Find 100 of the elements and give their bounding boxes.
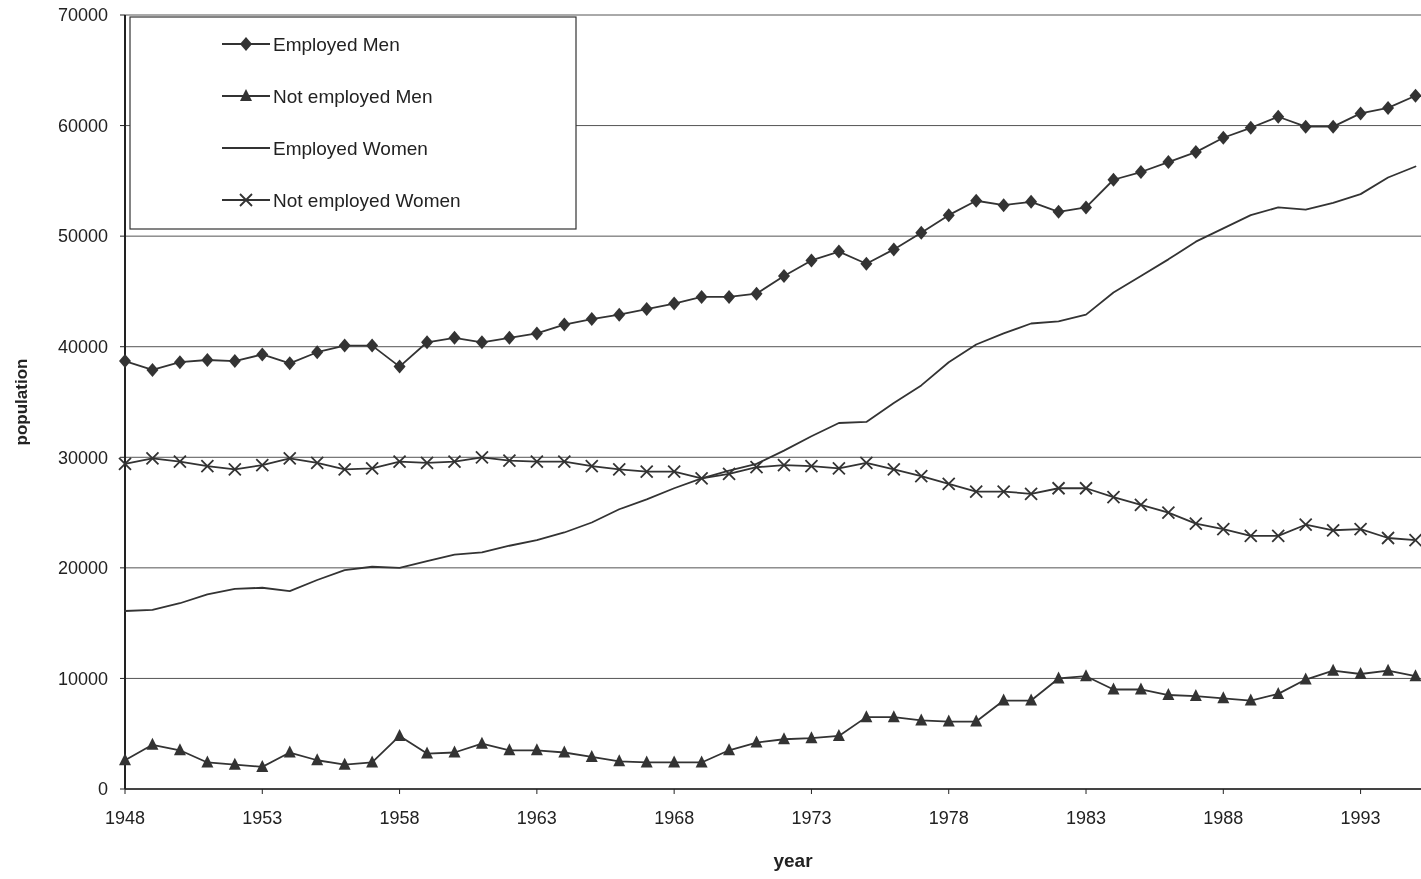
point xyxy=(1162,688,1175,701)
point xyxy=(1272,686,1285,699)
point xyxy=(255,458,270,472)
point xyxy=(338,338,351,353)
point xyxy=(887,242,900,257)
point xyxy=(915,225,928,240)
point xyxy=(1162,155,1175,170)
point xyxy=(1134,682,1147,695)
point xyxy=(201,352,214,367)
point xyxy=(1353,522,1368,537)
point xyxy=(557,454,572,469)
point xyxy=(805,731,818,744)
point xyxy=(503,330,516,345)
point xyxy=(227,462,242,477)
point xyxy=(420,455,434,470)
y-tick-label: 50000 xyxy=(57,226,108,247)
point xyxy=(804,459,819,474)
point xyxy=(695,755,708,768)
point xyxy=(1051,481,1066,496)
point xyxy=(530,743,543,756)
point xyxy=(503,743,516,756)
point xyxy=(1409,88,1421,103)
point xyxy=(558,745,571,758)
point xyxy=(1244,693,1257,706)
y-tick-label: 10000 xyxy=(57,668,108,689)
point xyxy=(448,745,461,758)
point xyxy=(640,755,653,768)
point xyxy=(366,338,379,353)
point xyxy=(1382,100,1395,115)
y-tick-label: 30000 xyxy=(57,447,108,468)
point xyxy=(997,198,1010,213)
point xyxy=(529,454,544,469)
legend-label: Employed Men xyxy=(273,33,400,55)
point xyxy=(915,713,928,726)
point xyxy=(1299,672,1312,685)
point xyxy=(1189,145,1202,160)
y-tick-label: 0 xyxy=(97,779,108,800)
line-series xyxy=(124,165,1417,612)
point xyxy=(201,755,214,768)
point xyxy=(942,714,955,727)
point xyxy=(421,746,434,759)
point xyxy=(173,454,187,469)
point xyxy=(1354,106,1367,121)
point xyxy=(613,754,626,767)
point xyxy=(1161,505,1176,520)
point xyxy=(447,454,462,469)
point xyxy=(393,728,406,741)
point xyxy=(1243,528,1258,543)
point xyxy=(1188,516,1203,531)
point xyxy=(173,743,186,756)
point xyxy=(256,347,269,362)
point xyxy=(145,451,160,466)
point xyxy=(393,359,406,374)
point xyxy=(694,471,709,486)
point xyxy=(1408,533,1421,548)
point xyxy=(1106,490,1121,504)
x-tick-label: 1963 xyxy=(516,808,557,828)
x-tick-label: 1993 xyxy=(1340,808,1381,828)
point xyxy=(667,464,682,479)
point xyxy=(337,462,352,477)
point xyxy=(1327,119,1340,134)
point xyxy=(1217,130,1230,145)
point xyxy=(311,753,324,766)
point xyxy=(1271,528,1286,543)
x-tick-label: 1958 xyxy=(379,808,420,828)
point xyxy=(1217,691,1230,704)
point xyxy=(1299,119,1312,134)
x-tick-label: 1983 xyxy=(1065,808,1107,828)
point xyxy=(860,710,873,723)
point xyxy=(1298,517,1313,532)
point xyxy=(1080,669,1093,682)
point xyxy=(640,302,653,317)
legend-label: Not employed Women xyxy=(273,189,461,211)
point xyxy=(777,458,791,472)
point xyxy=(1244,120,1257,135)
point xyxy=(805,253,818,268)
point xyxy=(695,289,708,304)
point xyxy=(860,256,873,271)
point xyxy=(173,355,186,370)
point xyxy=(256,759,269,772)
point xyxy=(832,244,845,259)
point xyxy=(146,737,159,750)
point xyxy=(723,289,736,304)
point xyxy=(996,484,1011,499)
point xyxy=(338,757,351,770)
point xyxy=(1272,109,1285,124)
point xyxy=(1189,689,1202,702)
point xyxy=(832,728,845,741)
x-tick-label: 1948 xyxy=(104,808,146,828)
point xyxy=(749,460,764,475)
x-axis-title: year xyxy=(773,850,814,871)
point xyxy=(887,710,900,723)
point xyxy=(942,208,955,223)
point xyxy=(1134,165,1147,180)
y-tick-label: 40000 xyxy=(57,337,108,358)
point xyxy=(1382,663,1395,676)
y-tick-label: 70000 xyxy=(57,5,108,26)
point xyxy=(1052,204,1065,219)
legend-label: Not employed Men xyxy=(273,85,433,107)
point xyxy=(1052,671,1065,684)
